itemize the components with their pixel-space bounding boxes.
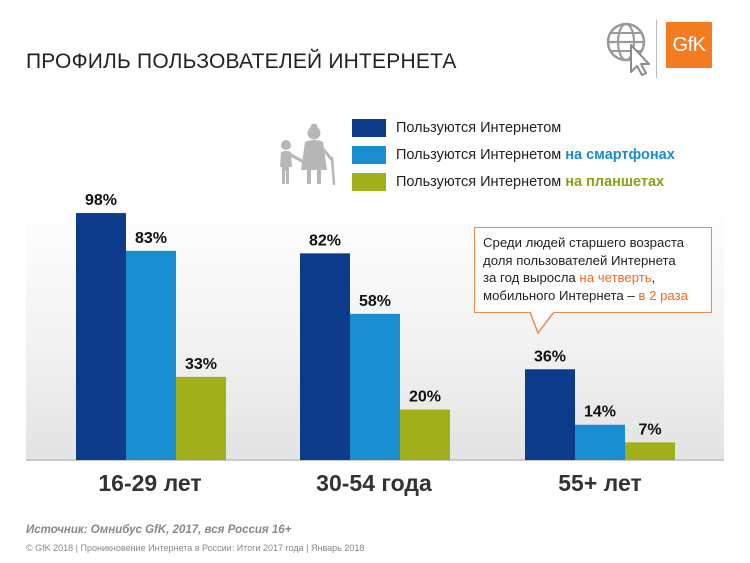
category-label-3: 55+ лет <box>558 470 641 496</box>
logo-divider <box>656 20 657 78</box>
data-label-2-1: 83% <box>135 230 167 247</box>
bar-3-2 <box>400 409 450 460</box>
category-label-1: 16-29 лет <box>98 470 201 496</box>
bar-1-1 <box>76 213 126 460</box>
bar-2-2 <box>350 313 400 460</box>
bar-3-3 <box>625 442 675 460</box>
bar-1-2 <box>300 253 350 460</box>
chart-legend: Пользуются Интернетом Пользуются Интерне… <box>352 116 675 197</box>
legend-highlight-smartphones: на смартфонах <box>565 147 675 163</box>
data-label-1-2: 82% <box>309 232 341 249</box>
elderly-people-icon <box>280 124 336 186</box>
globe-cursor-icon <box>606 22 650 76</box>
legend-item-smartphones: Пользуются Интернетом на смартфонах <box>352 143 675 167</box>
data-label-2-2: 58% <box>359 293 391 310</box>
legend-label-internet: Пользуются Интернетом <box>396 120 562 136</box>
callout-pointer <box>529 311 555 335</box>
data-label-1-3: 36% <box>534 348 566 365</box>
data-label-3-2: 20% <box>409 389 441 406</box>
source-note: Источник: Омнибус GfK, 2017, вся Россия … <box>26 524 292 536</box>
legend-item-tablets: Пользуются Интернетом на планшетах <box>352 170 675 194</box>
category-label-2: 30-54 года <box>316 470 432 496</box>
callout-box: Среди людей старшего возраста доля польз… <box>474 227 712 313</box>
callout-line-3: за год выросла на четверть, <box>483 270 656 285</box>
bar-2-1 <box>126 250 176 460</box>
footer-text: © GfK 2018 | Проникновение Интернета в Р… <box>26 543 365 553</box>
legend-swatch-smartphones <box>352 146 386 164</box>
data-label-3-3: 7% <box>638 421 661 438</box>
page-title: ПРОФИЛЬ ПОЛЬЗОВАТЕЛЕЙ ИНТЕРНЕТА <box>26 50 457 73</box>
callout-line-1: Среди людей старшего возраста <box>483 235 685 250</box>
callout-highlight-quarter: на четверть <box>579 270 652 285</box>
legend-label-tablets: Пользуются Интернетом на планшетах <box>396 174 665 190</box>
gfk-logo: GfK <box>666 22 712 68</box>
callout-line-4: мобильного Интернета – в 2 раза <box>483 287 688 303</box>
data-label-1-1: 98% <box>85 192 117 209</box>
legend-swatch-internet <box>352 119 386 137</box>
legend-highlight-tablets: на планшетах <box>565 174 665 190</box>
legend-label-smartphones: Пользуются Интернетом на смартфонах <box>396 147 675 163</box>
bar-1-3 <box>525 369 575 460</box>
callout-line-2: доля пользователей Интернета <box>483 252 676 268</box>
data-label-3-1: 33% <box>185 356 217 373</box>
logo-area: GfK <box>600 20 712 80</box>
bar-3-1 <box>176 376 226 460</box>
legend-swatch-tablets <box>352 173 386 191</box>
callout-highlight-double: в 2 раза <box>638 287 688 303</box>
data-label-2-3: 14% <box>584 404 616 421</box>
bar-2-3 <box>575 424 625 460</box>
legend-item-internet: Пользуются Интернетом <box>352 116 675 140</box>
